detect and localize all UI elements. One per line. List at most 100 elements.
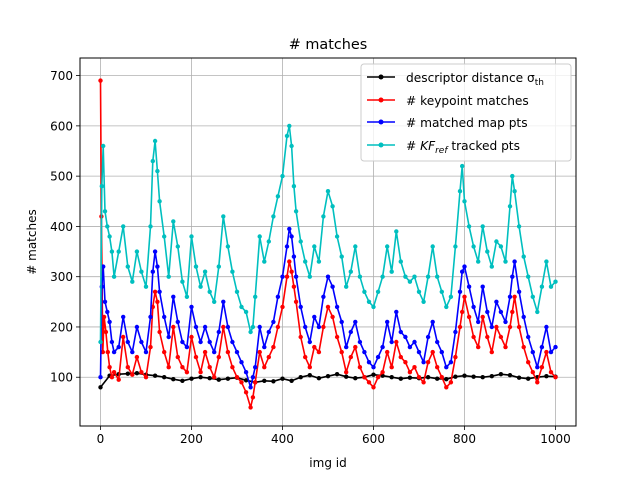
- data-point: [166, 365, 171, 370]
- data-point: [416, 289, 422, 294]
- data-point: [348, 269, 353, 274]
- data-point: [489, 349, 494, 355]
- data-point: [202, 349, 208, 355]
- data-point: [121, 334, 126, 340]
- data-point: [348, 329, 353, 335]
- data-point: [307, 373, 312, 378]
- data-point: [271, 214, 276, 219]
- data-point: [435, 339, 440, 345]
- data-point: [330, 284, 335, 289]
- data-point: [225, 376, 231, 381]
- data-point: [148, 314, 153, 320]
- data-point: [489, 324, 494, 330]
- data-point: [407, 344, 413, 350]
- data-point: [157, 199, 162, 204]
- data-point: [280, 173, 285, 179]
- data-point: [334, 234, 340, 239]
- data-point: [407, 375, 413, 380]
- data-point: [287, 226, 292, 232]
- data-point: [162, 375, 167, 380]
- data-point: [121, 314, 126, 320]
- data-point: [357, 274, 363, 279]
- data-point: [98, 385, 103, 390]
- data-point: [498, 309, 504, 315]
- data-point: [266, 354, 271, 360]
- data-point: [234, 375, 240, 380]
- x-tick-label: 600: [362, 432, 385, 446]
- data-point: [412, 339, 417, 345]
- data-point: [471, 374, 476, 379]
- data-point: [535, 365, 540, 370]
- data-point: [412, 274, 417, 279]
- data-point: [243, 390, 249, 395]
- data-point: [212, 299, 217, 304]
- data-point: [453, 244, 458, 249]
- data-point: [334, 334, 340, 340]
- data-point: [553, 344, 558, 350]
- data-point: [439, 375, 444, 380]
- data-point: [485, 249, 490, 254]
- data-point: [307, 274, 312, 279]
- data-point: [344, 374, 349, 379]
- legend: descriptor distance σth # keypoint match…: [360, 63, 572, 162]
- data-point: [344, 284, 349, 289]
- data-point: [303, 259, 308, 264]
- data-point: [344, 344, 349, 350]
- data-point: [243, 370, 249, 375]
- data-point: [284, 244, 290, 249]
- data-point: [239, 360, 244, 365]
- data-point: [371, 385, 376, 390]
- data-point: [166, 334, 171, 340]
- data-point: [189, 376, 194, 381]
- data-point: [125, 365, 130, 370]
- data-point: [526, 334, 531, 340]
- data-point: [198, 370, 203, 375]
- data-point: [101, 314, 107, 320]
- data-point: [375, 375, 381, 380]
- data-point: [480, 314, 485, 320]
- data-point: [476, 259, 481, 264]
- data-point: [293, 274, 299, 279]
- data-point: [521, 344, 526, 350]
- axis-ticks: 0 200 400 600 800 1000 100 200 300 400 500 600 700: [50, 69, 571, 446]
- data-point: [298, 239, 303, 244]
- data-point: [366, 380, 372, 385]
- data-point: [494, 324, 499, 330]
- data-point: [385, 349, 390, 355]
- data-point: [152, 249, 158, 254]
- data-point: [230, 365, 235, 370]
- data-point: [230, 269, 235, 274]
- data-point: [298, 304, 303, 310]
- data-point: [394, 309, 399, 315]
- data-point: [289, 143, 294, 149]
- data-point: [471, 244, 476, 249]
- data-point: [357, 339, 363, 345]
- data-point: [462, 199, 467, 204]
- data-point: [380, 370, 385, 375]
- data-point: [394, 339, 399, 345]
- data-point: [480, 284, 485, 289]
- data-point: [250, 324, 256, 330]
- data-point: [466, 284, 472, 289]
- data-point: [250, 375, 256, 380]
- data-point: [357, 365, 363, 370]
- data-point: [139, 370, 144, 375]
- data-point: [462, 373, 467, 378]
- data-point: [535, 309, 540, 315]
- data-point: [175, 354, 180, 360]
- data-point: [234, 349, 240, 355]
- data-point: [291, 284, 297, 289]
- legend-marker-matched-map-pts: [378, 119, 384, 125]
- data-point: [339, 349, 344, 355]
- data-point: [457, 189, 463, 194]
- data-point: [512, 259, 517, 264]
- data-point: [116, 377, 121, 382]
- data-point: [207, 289, 212, 294]
- series-descriptor-distance-th: [98, 371, 558, 390]
- data-point: [353, 319, 358, 325]
- data-point: [325, 304, 331, 310]
- data-point: [435, 274, 440, 279]
- data-point: [298, 334, 303, 340]
- series-kfref-tracked-pts: [98, 123, 558, 345]
